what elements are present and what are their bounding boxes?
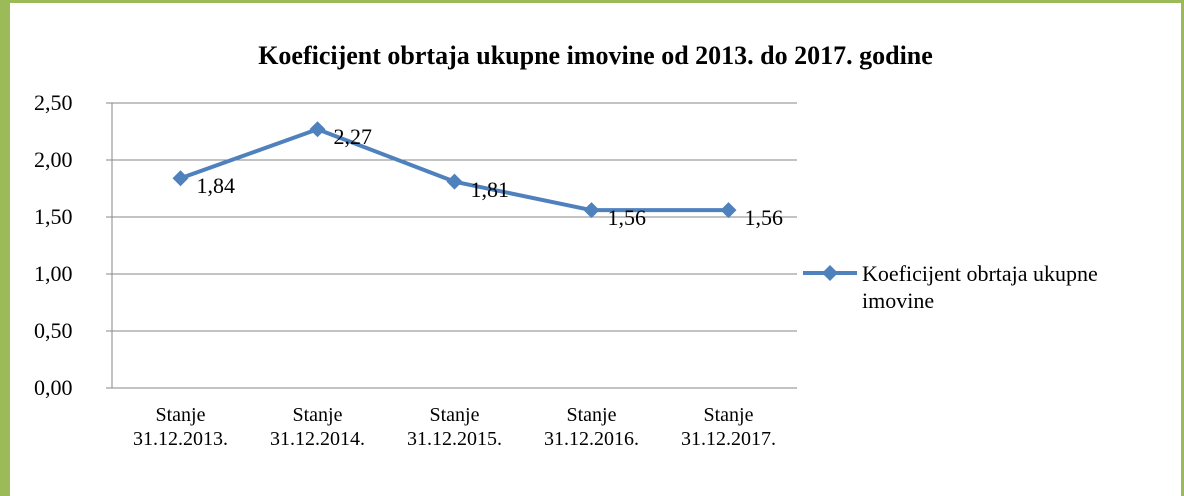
y-tick-label: 2,50 [34, 90, 73, 115]
marker [720, 202, 737, 219]
data-label: 1,56 [607, 205, 647, 231]
x-tick-label: Stanje 31.12.2013. [133, 404, 228, 450]
legend-marker [822, 265, 838, 281]
data-label: 1,81 [470, 176, 510, 202]
legend-text: Koeficijent obrtaja ukupne imovine [862, 261, 1098, 313]
x-tick-label: Stanje 31.12.2017. [681, 404, 776, 450]
data-label: 2,27 [333, 124, 373, 150]
x-tick-label: Stanje 31.12.2016. [544, 404, 639, 450]
y-tick-label: 0,50 [34, 318, 73, 343]
y-tick-label: 1,50 [34, 204, 73, 229]
marker [446, 173, 463, 190]
y-tick-label: 2,00 [34, 147, 73, 172]
x-tick-label: Stanje 31.12.2014. [270, 404, 365, 450]
x-tick-label: Stanje 31.12.2015. [407, 404, 502, 450]
y-tick-label: 0,00 [34, 375, 73, 400]
chart-title: Koeficijent obrtaja ukupne imovine od 20… [258, 41, 933, 70]
data-label: 1,56 [744, 205, 784, 231]
data-label: 1,84 [196, 173, 236, 199]
marker [583, 202, 600, 219]
marker [309, 121, 326, 138]
series-line [179, 127, 729, 213]
y-tick-label: 1,00 [34, 261, 73, 286]
chart [106, 102, 857, 389]
marker [172, 170, 189, 187]
